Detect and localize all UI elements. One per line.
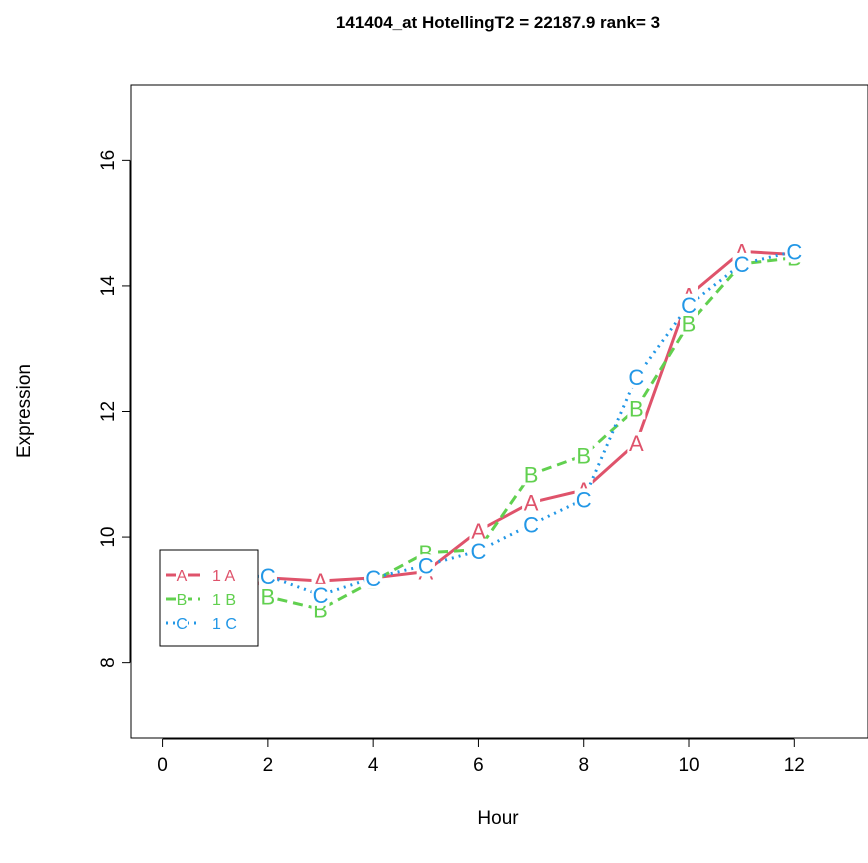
data-point: B	[682, 312, 697, 337]
x-tick-label: 10	[678, 755, 699, 776]
point-backdrop	[469, 519, 488, 542]
legend-marker-backdrop	[176, 591, 188, 607]
data-point: C	[628, 365, 644, 390]
point-backdrop	[574, 488, 593, 511]
data-point: B	[261, 585, 276, 610]
point-backdrop	[785, 240, 804, 263]
point-backdrop	[311, 583, 330, 606]
point-backdrop	[522, 513, 541, 536]
point-backdrop	[732, 252, 751, 275]
series-b: BBBBBBBBBBBB	[206, 246, 804, 622]
data-point: B	[576, 443, 591, 468]
plot-frame	[130, 84, 868, 739]
point-backdrop	[680, 312, 699, 335]
data-point: A	[471, 519, 486, 544]
legend-marker-backdrop	[176, 615, 188, 631]
data-point: A	[629, 431, 644, 456]
data-point: C	[470, 539, 486, 564]
x-tick-label: 8	[578, 755, 589, 776]
data-point: C	[365, 566, 381, 591]
point-backdrop	[627, 365, 646, 388]
x-tick-label: 2	[263, 755, 274, 776]
data-point: C	[260, 564, 276, 589]
x-tick-label: 4	[368, 755, 379, 776]
y-tick-label: 12	[98, 401, 119, 422]
point-backdrop	[469, 539, 488, 562]
point-backdrop	[574, 444, 593, 467]
series-line	[214, 249, 795, 611]
data-point: C	[786, 239, 802, 264]
data-point: C	[576, 487, 592, 512]
y-tick-label: 8	[98, 657, 119, 668]
point-backdrop	[258, 585, 277, 608]
data-point: C	[681, 293, 697, 318]
y-axis-label: Expression	[14, 364, 35, 458]
legend-label: 1 A	[212, 568, 235, 585]
x-axis: 0 2 4 6 8 10 12	[157, 738, 805, 776]
x-axis-label: Hour	[477, 808, 519, 829]
legend-marker: C	[176, 616, 188, 633]
y-tick-label: 14	[98, 275, 119, 297]
data-point: C	[418, 553, 434, 578]
data-point: B	[629, 396, 644, 421]
point-backdrop	[627, 397, 646, 420]
chart-title: 141404_at HotellingT2 = 22187.9 rank= 3	[336, 13, 660, 32]
legend-marker: A	[177, 568, 188, 585]
y-tick-label: 16	[98, 150, 119, 171]
point-backdrop	[522, 463, 541, 486]
data-point: B	[524, 462, 539, 487]
point-backdrop	[680, 293, 699, 316]
data-point: C	[313, 583, 329, 608]
point-backdrop	[522, 491, 541, 514]
x-tick-label: 12	[784, 755, 805, 776]
data-point: C	[734, 252, 750, 277]
series-line	[214, 256, 795, 611]
legend-marker-backdrop	[176, 567, 188, 583]
y-axis: 8 10 12 14 16	[98, 150, 131, 668]
y-tick-label: 10	[98, 527, 119, 548]
x-tick-label: 0	[157, 755, 168, 776]
point-backdrop	[627, 431, 646, 454]
point-backdrop	[258, 565, 277, 588]
legend-marker: B	[177, 592, 188, 609]
point-backdrop	[364, 566, 383, 589]
legend-label: 1 B	[212, 592, 236, 609]
data-point: A	[524, 491, 539, 516]
series-a: AAAAAAAAAAAA	[206, 239, 804, 622]
x-tick-label: 6	[473, 755, 484, 776]
legend: A 1 A B 1 B C 1 C	[159, 549, 259, 647]
point-backdrop	[416, 554, 435, 577]
data-point: C	[523, 513, 539, 538]
legend-label: 1 C	[212, 616, 237, 633]
series-layer: AAAAAAAAAAAABBBBBBBBBBBBCCCCCCCCCCCC	[206, 239, 804, 622]
series-c: CCCCCCCCCCCC	[206, 239, 804, 608]
